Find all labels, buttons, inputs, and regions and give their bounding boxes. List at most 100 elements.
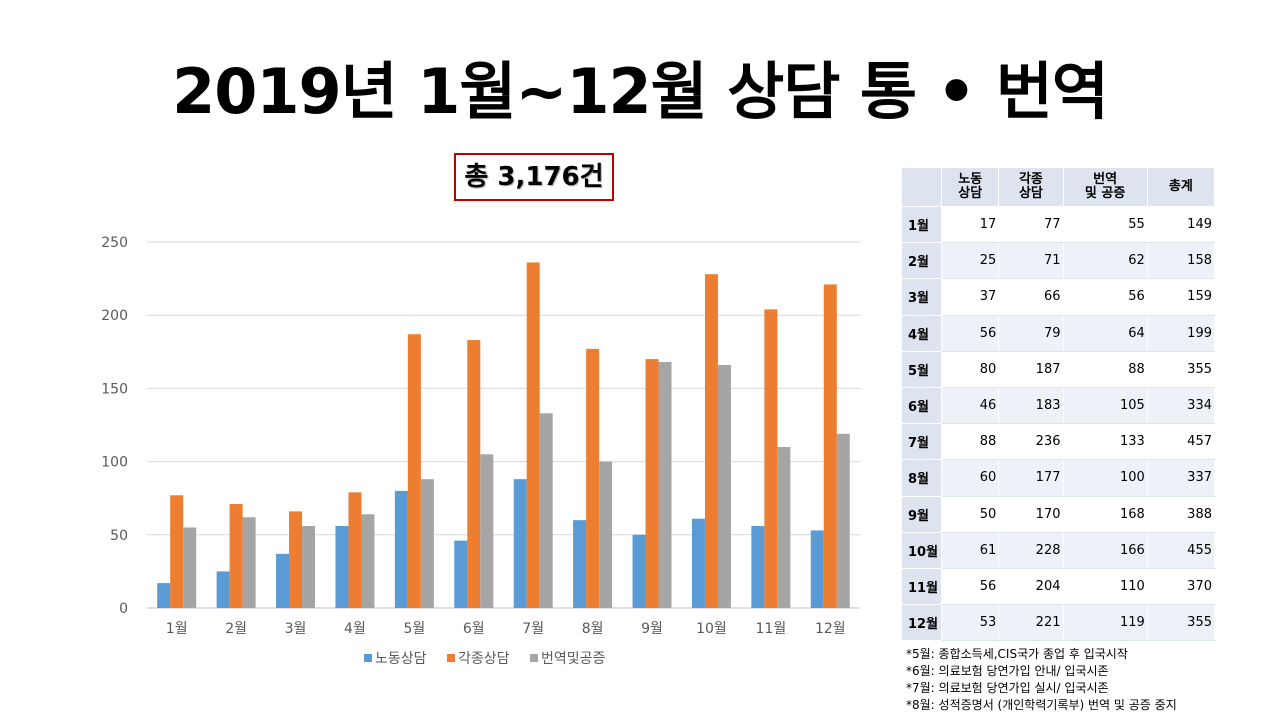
footnote: *6월: 의료보험 당연가입 안내/ 입국시존 (906, 664, 1109, 678)
x-tick-label: 10월 (696, 621, 727, 637)
row-month-label: 4월 (900, 314, 943, 352)
bar (658, 362, 672, 608)
y-tick-label: 250 (101, 235, 128, 251)
table-header-misc: 각종 상담 (998, 167, 1064, 207)
row-month-label: 11월 (900, 567, 943, 606)
bar-chart: 0 50 100 150 200 250 1월 2월 3월 4월 5월 6월 7월 8월 9월 10월 11월… (101, 235, 860, 667)
table-row: 3월 37 66 56 159 (900, 278, 1216, 316)
row-month-label: 1월 (900, 205, 943, 244)
table-header-row: 노동 상담 각종 상담 번역 및 공증 총계 (900, 167, 1216, 207)
bar (183, 527, 197, 608)
table-cell: 170 (998, 495, 1064, 533)
bar (573, 520, 587, 608)
table-cell: 25 (941, 242, 1000, 280)
x-tick-label: 7월 (522, 621, 544, 637)
table-row: 11월 56 204 110 370 (900, 567, 1216, 606)
table-cell: 60 (941, 459, 1000, 497)
table-row: 5월 80 187 88 355 (900, 350, 1216, 388)
total-count-box: 총 3,176건 (454, 153, 614, 201)
bar (407, 334, 421, 608)
bar (539, 413, 553, 608)
table-header-translation: 번역 및 공증 (1062, 167, 1148, 207)
bar (302, 526, 316, 608)
x-tick-label: 12월 (815, 621, 846, 637)
legend-label: 번역및공증 (541, 651, 606, 667)
table-cell: 183 (998, 386, 1064, 425)
table-cell: 88 (941, 423, 1000, 461)
row-month-label: 3월 (900, 278, 943, 316)
table-row: 1월 17 77 55 149 (900, 205, 1216, 244)
x-tick-label: 3월 (285, 621, 307, 637)
x-tick-label: 11월 (756, 621, 787, 637)
table-cell: 56 (941, 567, 1000, 606)
table-cell: 228 (998, 531, 1064, 569)
bar (157, 583, 171, 608)
table-cell: 37 (941, 278, 1000, 316)
table-cell: 80 (941, 350, 1000, 388)
table-cell: 455 (1146, 531, 1216, 569)
table-cell: 62 (1062, 242, 1148, 280)
table-cell: 221 (998, 604, 1064, 642)
table-cell: 355 (1146, 350, 1216, 388)
table-row: 9월 50 170 168 388 (900, 495, 1216, 533)
bar (467, 340, 481, 608)
x-tick-label: 4월 (344, 621, 366, 637)
bar (717, 364, 731, 608)
bar (810, 530, 824, 608)
y-tick-label: 50 (110, 528, 128, 544)
table-cell: 457 (1146, 423, 1216, 461)
x-tick-label: 8월 (582, 621, 604, 637)
row-month-label: 2월 (900, 242, 943, 280)
bar (454, 540, 468, 608)
header-line: 상담 (1018, 186, 1043, 201)
table-cell: 77 (998, 205, 1064, 244)
table-cell: 388 (1146, 495, 1216, 533)
table-cell: 55 (1062, 205, 1148, 244)
legend-label: 노동상담 (375, 651, 427, 667)
table-cell: 337 (1146, 459, 1216, 497)
table-cell: 88 (1062, 350, 1148, 388)
table-row: 8월 60 177 100 337 (900, 459, 1216, 497)
table-cell: 204 (998, 567, 1064, 606)
table-cell: 119 (1062, 604, 1148, 642)
table-row: 10월 61 228 166 455 (900, 531, 1216, 569)
table-cell: 159 (1146, 278, 1216, 316)
bar (599, 461, 613, 608)
page-title: 2019년 1월~12월 상담 통 • 번역 (172, 55, 1109, 128)
bar (823, 284, 837, 608)
bar (704, 274, 718, 608)
header-line: 총계 (1168, 179, 1193, 194)
bar (586, 348, 600, 608)
y-tick-label: 0 (119, 601, 128, 617)
x-tick-label: 2월 (225, 621, 247, 637)
legend-swatch (447, 654, 455, 662)
table-header-labor: 노동 상담 (941, 167, 1000, 207)
table-header-month (900, 167, 943, 207)
table-cell: 166 (1062, 531, 1148, 569)
header-line: 각종 (1018, 172, 1043, 187)
legend-swatch (530, 654, 538, 662)
data-table: 노동 상담 각종 상담 번역 및 공증 총계 1월 17 77 55 149 2월 25 71… (900, 167, 1216, 642)
table-cell: 53 (941, 604, 1000, 642)
table-cell: 199 (1146, 314, 1216, 352)
table-cell: 64 (1062, 314, 1148, 352)
legend-swatch (364, 654, 372, 662)
bar (420, 479, 434, 608)
table-cell: 133 (1062, 423, 1148, 461)
row-month-label: 8월 (900, 459, 943, 497)
header-line: 상담 (958, 186, 983, 201)
bar (480, 454, 494, 608)
bar (170, 495, 184, 608)
bar (394, 490, 408, 608)
header-line: 및 공증 (1084, 186, 1126, 201)
x-tick-label: 5월 (403, 621, 425, 637)
table-row: 2월 25 71 62 158 (900, 242, 1216, 280)
row-month-label: 10월 (900, 531, 943, 569)
bar (691, 518, 705, 608)
y-tick-label: 150 (101, 381, 128, 397)
footnote: *8월: 성적증명서 (개인학력기록부) 번역 및 공증 중지 (906, 698, 1177, 712)
table-cell: 56 (1062, 278, 1148, 316)
header-line: 번역 (1093, 172, 1118, 187)
x-tick-label: 6월 (463, 621, 485, 637)
table-cell: 158 (1146, 242, 1216, 280)
